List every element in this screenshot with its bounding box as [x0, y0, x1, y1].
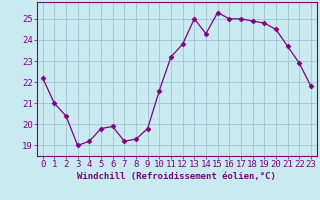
- X-axis label: Windchill (Refroidissement éolien,°C): Windchill (Refroidissement éolien,°C): [77, 172, 276, 181]
